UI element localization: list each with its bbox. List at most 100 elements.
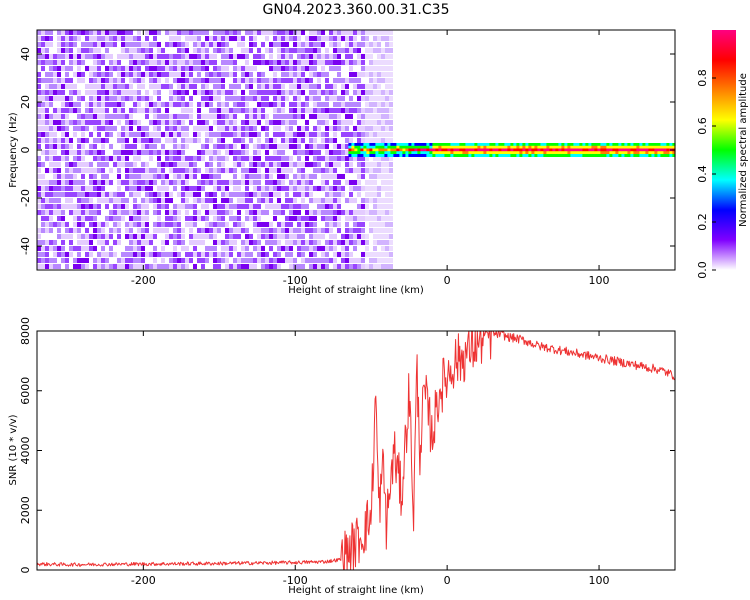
- noise-cell: [385, 180, 389, 185]
- noise-cell: [173, 168, 177, 173]
- signal-cell: [621, 145, 625, 149]
- noise-cell: [53, 186, 57, 191]
- noise-cell: [377, 72, 381, 77]
- noise-cell: [105, 234, 109, 239]
- signal-cell: [624, 154, 628, 157]
- noise-cell: [249, 66, 253, 71]
- noise-cell: [285, 162, 289, 167]
- noise-cell: [217, 228, 221, 233]
- noise-cell: [69, 252, 73, 257]
- noise-cell: [209, 102, 213, 107]
- noise-cell: [241, 258, 245, 263]
- signal-cell: [636, 148, 640, 152]
- noise-cell: [185, 162, 189, 167]
- noise-cell: [285, 114, 289, 119]
- noise-cell: [309, 258, 313, 263]
- noise-cell: [193, 186, 197, 191]
- noise-cell: [245, 240, 249, 245]
- signal-cell: [525, 151, 529, 155]
- signal-cell: [540, 145, 544, 149]
- noise-cell: [269, 42, 273, 47]
- noise-cell: [121, 144, 125, 149]
- noise-cell: [149, 30, 153, 35]
- noise-cell: [149, 66, 153, 71]
- noise-cell: [109, 198, 113, 203]
- noise-cell: [137, 126, 141, 131]
- noise-cell: [381, 48, 385, 53]
- noise-cell: [369, 66, 373, 71]
- signal-cell: [579, 151, 583, 155]
- noise-cell: [277, 132, 281, 137]
- noise-cell: [245, 210, 249, 215]
- noise-cell: [249, 204, 253, 209]
- noise-cell: [153, 198, 157, 203]
- noise-cell: [233, 126, 237, 131]
- noise-cell: [309, 186, 313, 191]
- noise-cell: [141, 54, 145, 59]
- signal-cell: [618, 145, 622, 149]
- noise-cell: [297, 78, 301, 83]
- noise-cell: [133, 108, 137, 113]
- noise-cell: [105, 72, 109, 77]
- noise-cell: [133, 90, 137, 95]
- noise-cell: [349, 186, 353, 191]
- noise-cell: [49, 138, 53, 143]
- noise-cell: [185, 156, 189, 161]
- noise-cell: [85, 30, 89, 35]
- noise-cell: [137, 102, 141, 107]
- noise-cell: [389, 186, 393, 191]
- signal-cell: [552, 154, 556, 157]
- noise-cell: [205, 102, 209, 107]
- noise-cell: [241, 72, 245, 77]
- noise-cell: [93, 258, 97, 263]
- noise-cell: [69, 180, 73, 185]
- noise-cell: [365, 54, 369, 59]
- noise-cell: [37, 42, 41, 47]
- signal-cell: [564, 151, 568, 155]
- noise-cell: [133, 42, 137, 47]
- noise-cell: [61, 156, 65, 161]
- noise-cell: [77, 204, 81, 209]
- noise-cell: [361, 204, 365, 209]
- noise-cell: [225, 66, 229, 71]
- noise-cell: [369, 84, 373, 89]
- noise-cell: [193, 192, 197, 197]
- noise-cell: [317, 36, 321, 41]
- noise-cell: [225, 36, 229, 41]
- signal-cell: [546, 148, 550, 152]
- noise-cell: [121, 150, 125, 155]
- noise-cell: [281, 258, 285, 263]
- noise-cell: [269, 168, 273, 173]
- noise-cell: [73, 72, 77, 77]
- noise-cell: [261, 114, 265, 119]
- signal-cell: [591, 151, 595, 155]
- noise-cell: [205, 246, 209, 251]
- noise-cell: [237, 150, 241, 155]
- noise-cell: [41, 204, 45, 209]
- noise-cell: [173, 144, 177, 149]
- noise-cell: [193, 174, 197, 179]
- noise-cell: [365, 252, 369, 257]
- noise-cell: [265, 168, 269, 173]
- noise-cell: [297, 48, 301, 53]
- signal-cell: [627, 143, 631, 146]
- noise-cell: [273, 96, 277, 101]
- noise-cell: [349, 30, 353, 35]
- noise-cell: [385, 42, 389, 47]
- noise-cell: [241, 120, 245, 125]
- noise-cell: [109, 30, 113, 35]
- noise-cell: [289, 168, 293, 173]
- noise-cell: [113, 228, 117, 233]
- noise-cell: [105, 180, 109, 185]
- signal-cell: [429, 145, 433, 149]
- noise-cell: [185, 144, 189, 149]
- noise-cell: [333, 252, 337, 257]
- noise-cell: [365, 126, 369, 131]
- signal-cell: [558, 143, 562, 146]
- signal-cell: [636, 154, 640, 157]
- noise-cell: [229, 144, 233, 149]
- noise-cell: [65, 252, 69, 257]
- noise-cell: [81, 60, 85, 65]
- signal-cell: [561, 148, 565, 152]
- noise-cell: [157, 138, 161, 143]
